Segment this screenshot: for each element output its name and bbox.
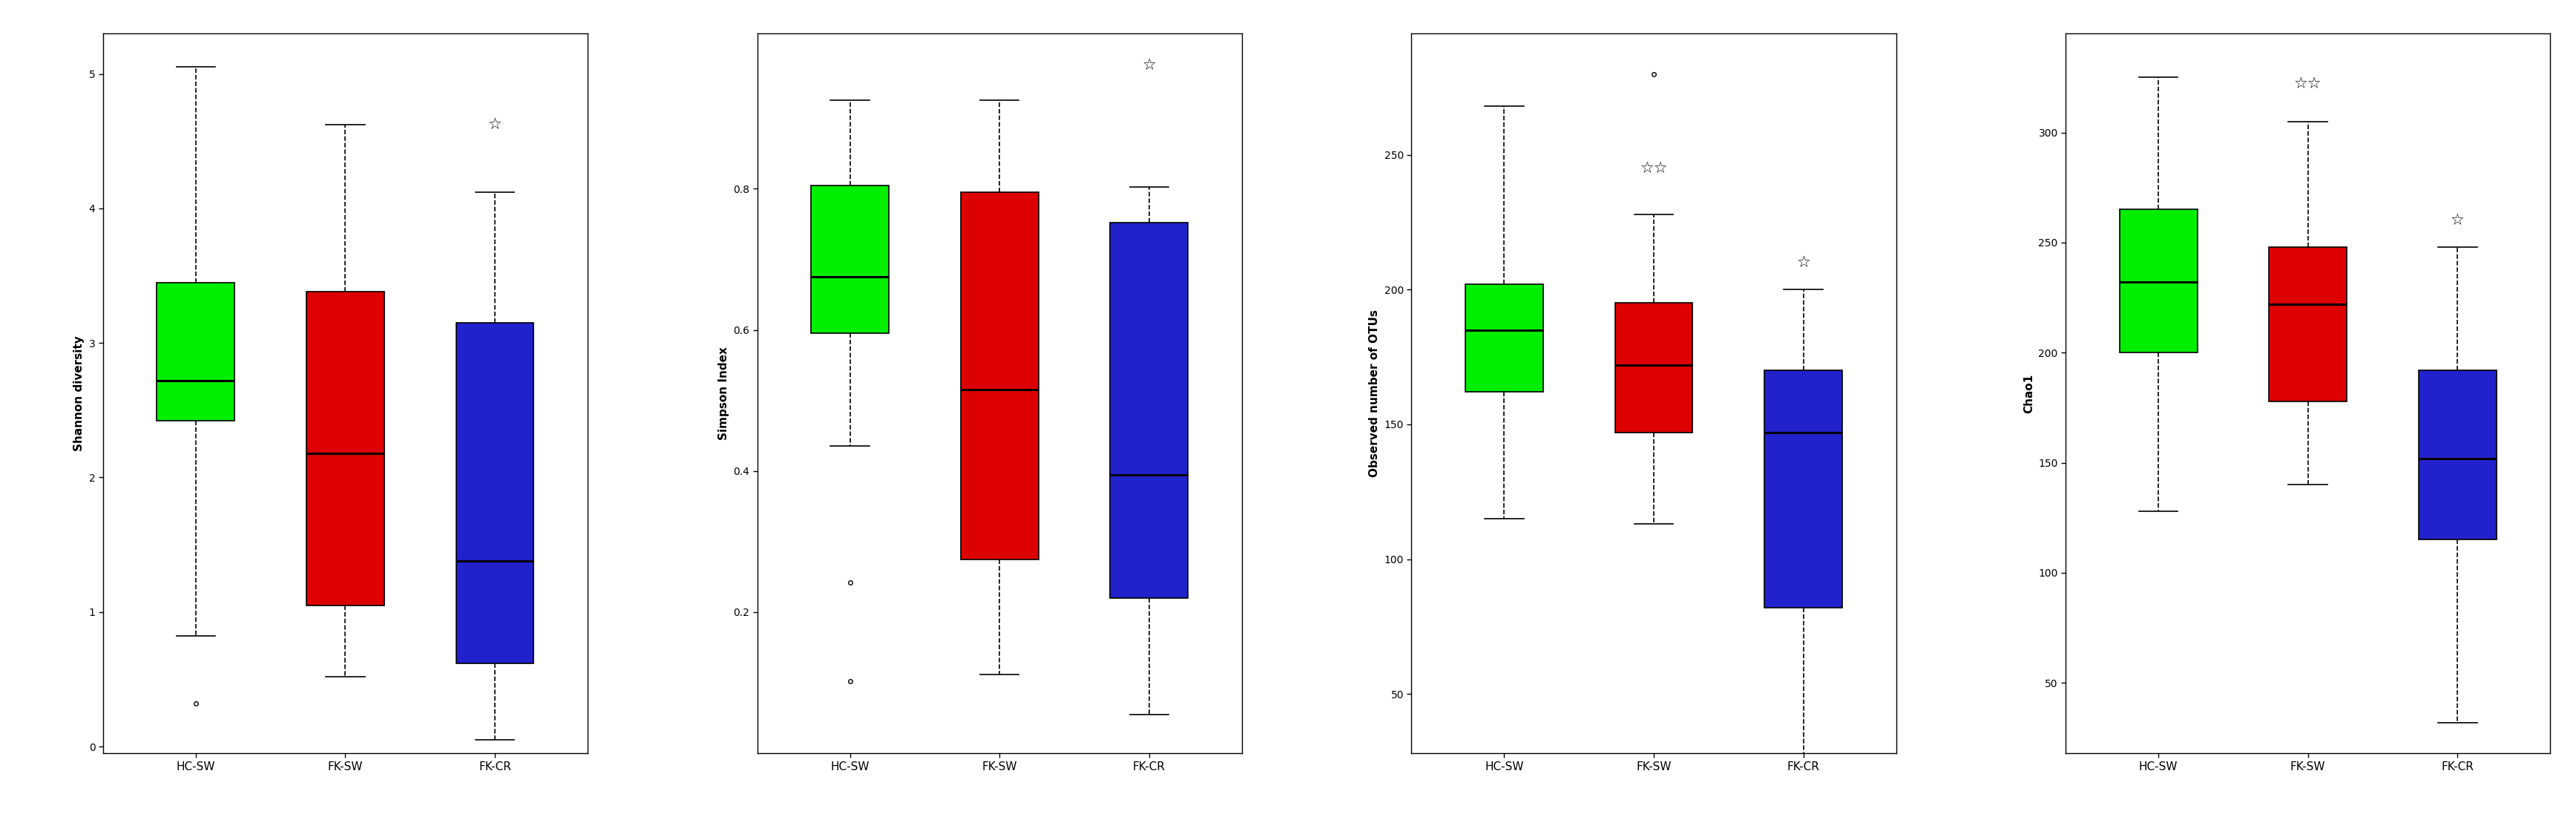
Bar <box>2419 370 2496 540</box>
Bar <box>2120 209 2197 352</box>
Bar <box>307 292 384 605</box>
Y-axis label: Shannon diversity: Shannon diversity <box>75 336 85 451</box>
Text: ☆☆: ☆☆ <box>2295 77 2321 91</box>
Bar <box>2269 247 2347 401</box>
Text: ☆: ☆ <box>2450 213 2465 228</box>
Bar <box>1110 223 1188 598</box>
Bar <box>1615 303 1692 433</box>
Bar <box>1765 371 1842 608</box>
Bar <box>1466 285 1543 392</box>
Bar <box>811 185 889 333</box>
Bar <box>961 193 1038 559</box>
Text: ☆: ☆ <box>487 117 502 132</box>
Text: ☆☆: ☆☆ <box>1641 161 1667 176</box>
Y-axis label: Simpson Index: Simpson Index <box>719 347 729 440</box>
Text: ☆: ☆ <box>1795 255 1811 270</box>
Text: ☆: ☆ <box>1141 58 1157 73</box>
Bar <box>456 323 533 663</box>
Bar <box>157 282 234 421</box>
Y-axis label: Chao1: Chao1 <box>2022 373 2035 413</box>
Y-axis label: Observed number of OTUs: Observed number of OTUs <box>1368 310 1381 477</box>
